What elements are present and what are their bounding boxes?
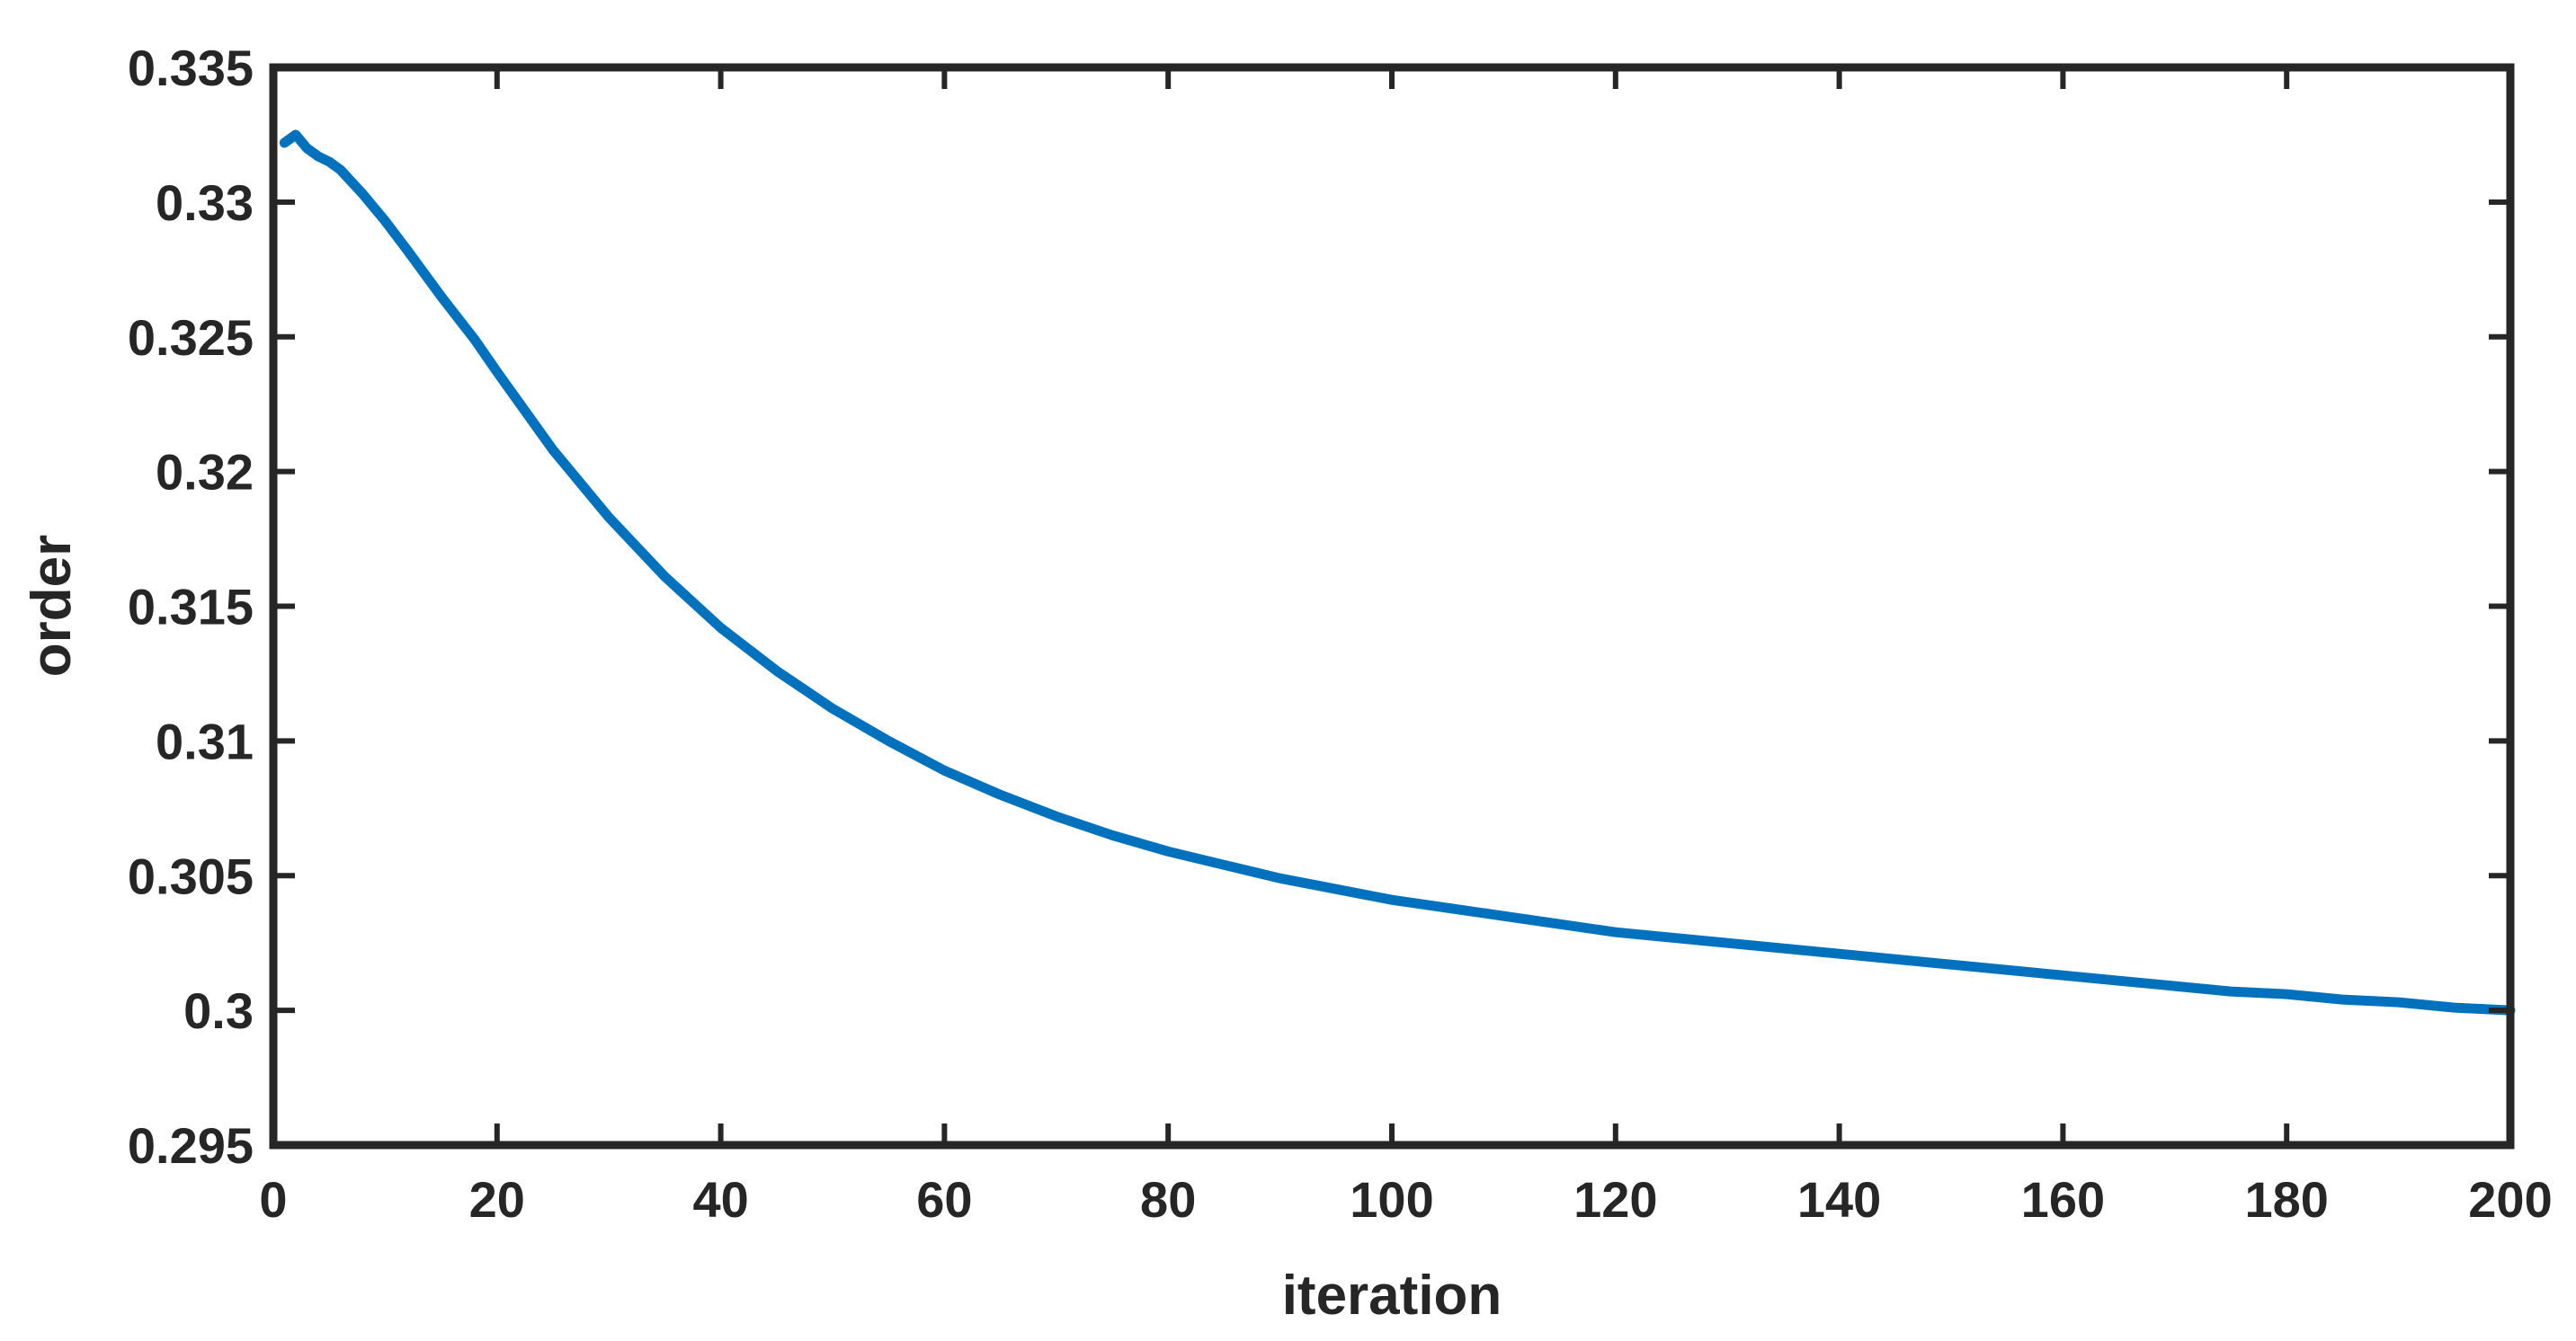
y-tick-label: 0.295 xyxy=(128,1117,254,1174)
x-tick-label: 160 xyxy=(2021,1171,2105,1228)
y-tick-label: 0.335 xyxy=(128,40,254,96)
x-tick-label: 40 xyxy=(692,1171,748,1228)
y-tick-label: 0.325 xyxy=(128,309,254,366)
y-tick-label: 0.32 xyxy=(156,444,254,501)
series-line xyxy=(279,129,2516,1016)
x-tick-label: 20 xyxy=(469,1171,525,1228)
y-tick-label: 0.315 xyxy=(128,579,254,635)
y-tick-label: 0.3 xyxy=(183,982,254,1039)
x-tick-labels: 0 20 40 60 80 100 120 140 160 180 200 xyxy=(259,1171,2552,1228)
y-tick-label: 0.31 xyxy=(156,713,254,769)
x-tick-label: 140 xyxy=(1797,1171,1881,1228)
x-tick-label: 0 xyxy=(259,1171,287,1228)
plot-frame xyxy=(269,63,2515,1150)
series-layer xyxy=(279,129,2516,1016)
x-axis-title: iteration xyxy=(1282,1265,1502,1327)
x-tick-label: 180 xyxy=(2244,1171,2328,1228)
plot-area xyxy=(273,67,2510,1145)
y-tick-label: 0.33 xyxy=(156,174,254,231)
y-tick-label: 0.305 xyxy=(128,848,254,904)
y-tick-labels: 0.295 0.3 0.305 0.31 0.315 0.32 0.325 0.33 0.335 xyxy=(128,40,254,1174)
x-tick-label: 200 xyxy=(2468,1171,2552,1228)
x-tick-label: 60 xyxy=(916,1171,972,1228)
x-tick-label: 80 xyxy=(1140,1171,1196,1228)
x-tick-label: 120 xyxy=(1573,1171,1657,1228)
x-tick-label: 100 xyxy=(1350,1171,1433,1228)
y-axis-title: order xyxy=(21,535,83,677)
